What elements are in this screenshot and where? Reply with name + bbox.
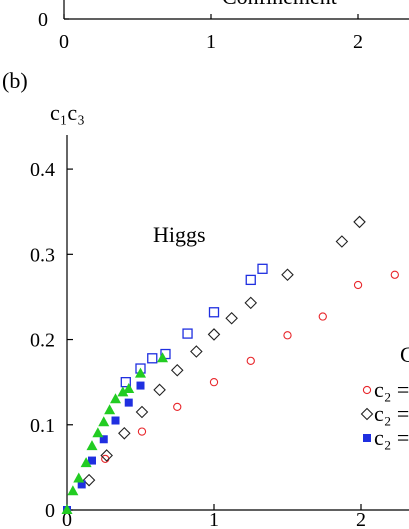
point — [207, 328, 221, 341]
point — [110, 393, 122, 404]
point — [257, 263, 268, 274]
point — [353, 215, 366, 229]
point — [170, 363, 184, 377]
point — [157, 352, 169, 363]
point — [318, 312, 327, 321]
y-tick-label: 0.3 — [30, 244, 55, 266]
point — [335, 235, 349, 248]
x-tick-label: 0 — [59, 31, 69, 53]
point — [147, 353, 158, 364]
annotation: Confinement — [222, 0, 337, 9]
legend-label: c₂ = — [374, 425, 409, 450]
point — [61, 504, 73, 514]
panel-label: (b) — [2, 68, 28, 93]
point — [86, 440, 98, 451]
y-tick-label: 0.1 — [30, 415, 55, 437]
point — [190, 345, 203, 358]
point — [137, 427, 147, 436]
point — [87, 456, 96, 465]
point — [98, 416, 110, 427]
point — [353, 280, 363, 290]
x-tick-label: 0 — [62, 509, 72, 529]
point — [208, 307, 220, 318]
point — [246, 356, 255, 366]
point — [123, 382, 135, 393]
x-tick-label: 2 — [353, 31, 363, 53]
y-tick-label: 0 — [45, 500, 55, 522]
point — [390, 270, 399, 279]
point — [153, 383, 166, 397]
point — [118, 427, 131, 440]
y-tick-label: 0.4 — [30, 159, 55, 181]
point — [73, 472, 85, 483]
point — [99, 435, 108, 444]
legend-label: c₂ = — [374, 401, 409, 426]
point — [111, 416, 120, 425]
point — [100, 449, 113, 462]
point — [245, 274, 256, 286]
annotation: Higgs — [153, 222, 206, 247]
point — [283, 331, 292, 340]
point — [104, 404, 116, 415]
legend-label: c₂ = — [374, 377, 409, 402]
point — [135, 367, 146, 378]
point — [173, 402, 182, 412]
y-tick-label: 0.2 — [30, 330, 55, 352]
y-tick-label: 0 — [38, 9, 48, 31]
x-tick-label: 2 — [356, 509, 366, 529]
point — [281, 268, 294, 282]
point — [82, 473, 96, 487]
point — [209, 378, 219, 387]
annotation: C — [400, 342, 409, 367]
point — [117, 386, 129, 397]
point — [360, 407, 374, 421]
y-axis-label: c₁c₃ — [50, 100, 85, 125]
point — [120, 377, 131, 388]
point — [225, 311, 238, 325]
point — [124, 398, 133, 407]
point — [182, 328, 193, 339]
point — [67, 485, 79, 496]
point — [80, 457, 92, 468]
x-tick-label: 1 — [206, 31, 216, 53]
point — [363, 434, 371, 442]
point — [77, 480, 86, 489]
point — [135, 405, 149, 419]
x-tick-label: 1 — [209, 509, 219, 529]
point — [362, 385, 372, 395]
point — [92, 427, 104, 438]
point — [136, 381, 145, 390]
point — [244, 296, 258, 310]
